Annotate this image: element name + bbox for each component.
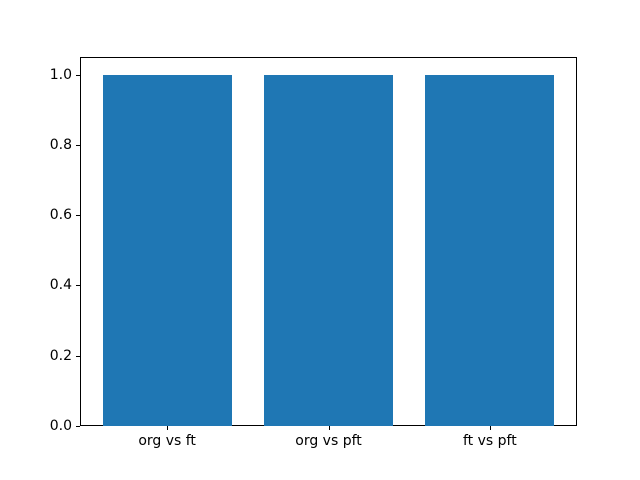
x-tick-mark [329,426,330,430]
y-tick-mark [76,145,80,146]
y-tick-mark [76,356,80,357]
y-tick-label: 0.4 [49,277,72,294]
bar-org-vs-ft [102,74,232,426]
y-tick-label: 1.0 [49,66,72,83]
y-tick-label: 0.6 [49,207,72,224]
bar-org-vs-pft [263,74,394,426]
x-tick-label: ft vs pft [463,433,517,449]
x-tick-label: org vs pft [295,433,362,449]
y-tick-label: 0.2 [49,347,72,364]
y-tick-mark [76,285,80,286]
y-tick-mark [76,215,80,216]
y-tick-mark [76,75,80,76]
x-tick-label: org vs ft [138,433,196,449]
y-tick-label: 0.0 [49,418,72,434]
bar-ft-vs-pft [425,74,555,426]
x-tick-mark [167,426,168,430]
y-tick-mark [76,426,80,427]
x-tick-mark [490,426,491,430]
y-tick-label: 0.8 [49,136,72,153]
